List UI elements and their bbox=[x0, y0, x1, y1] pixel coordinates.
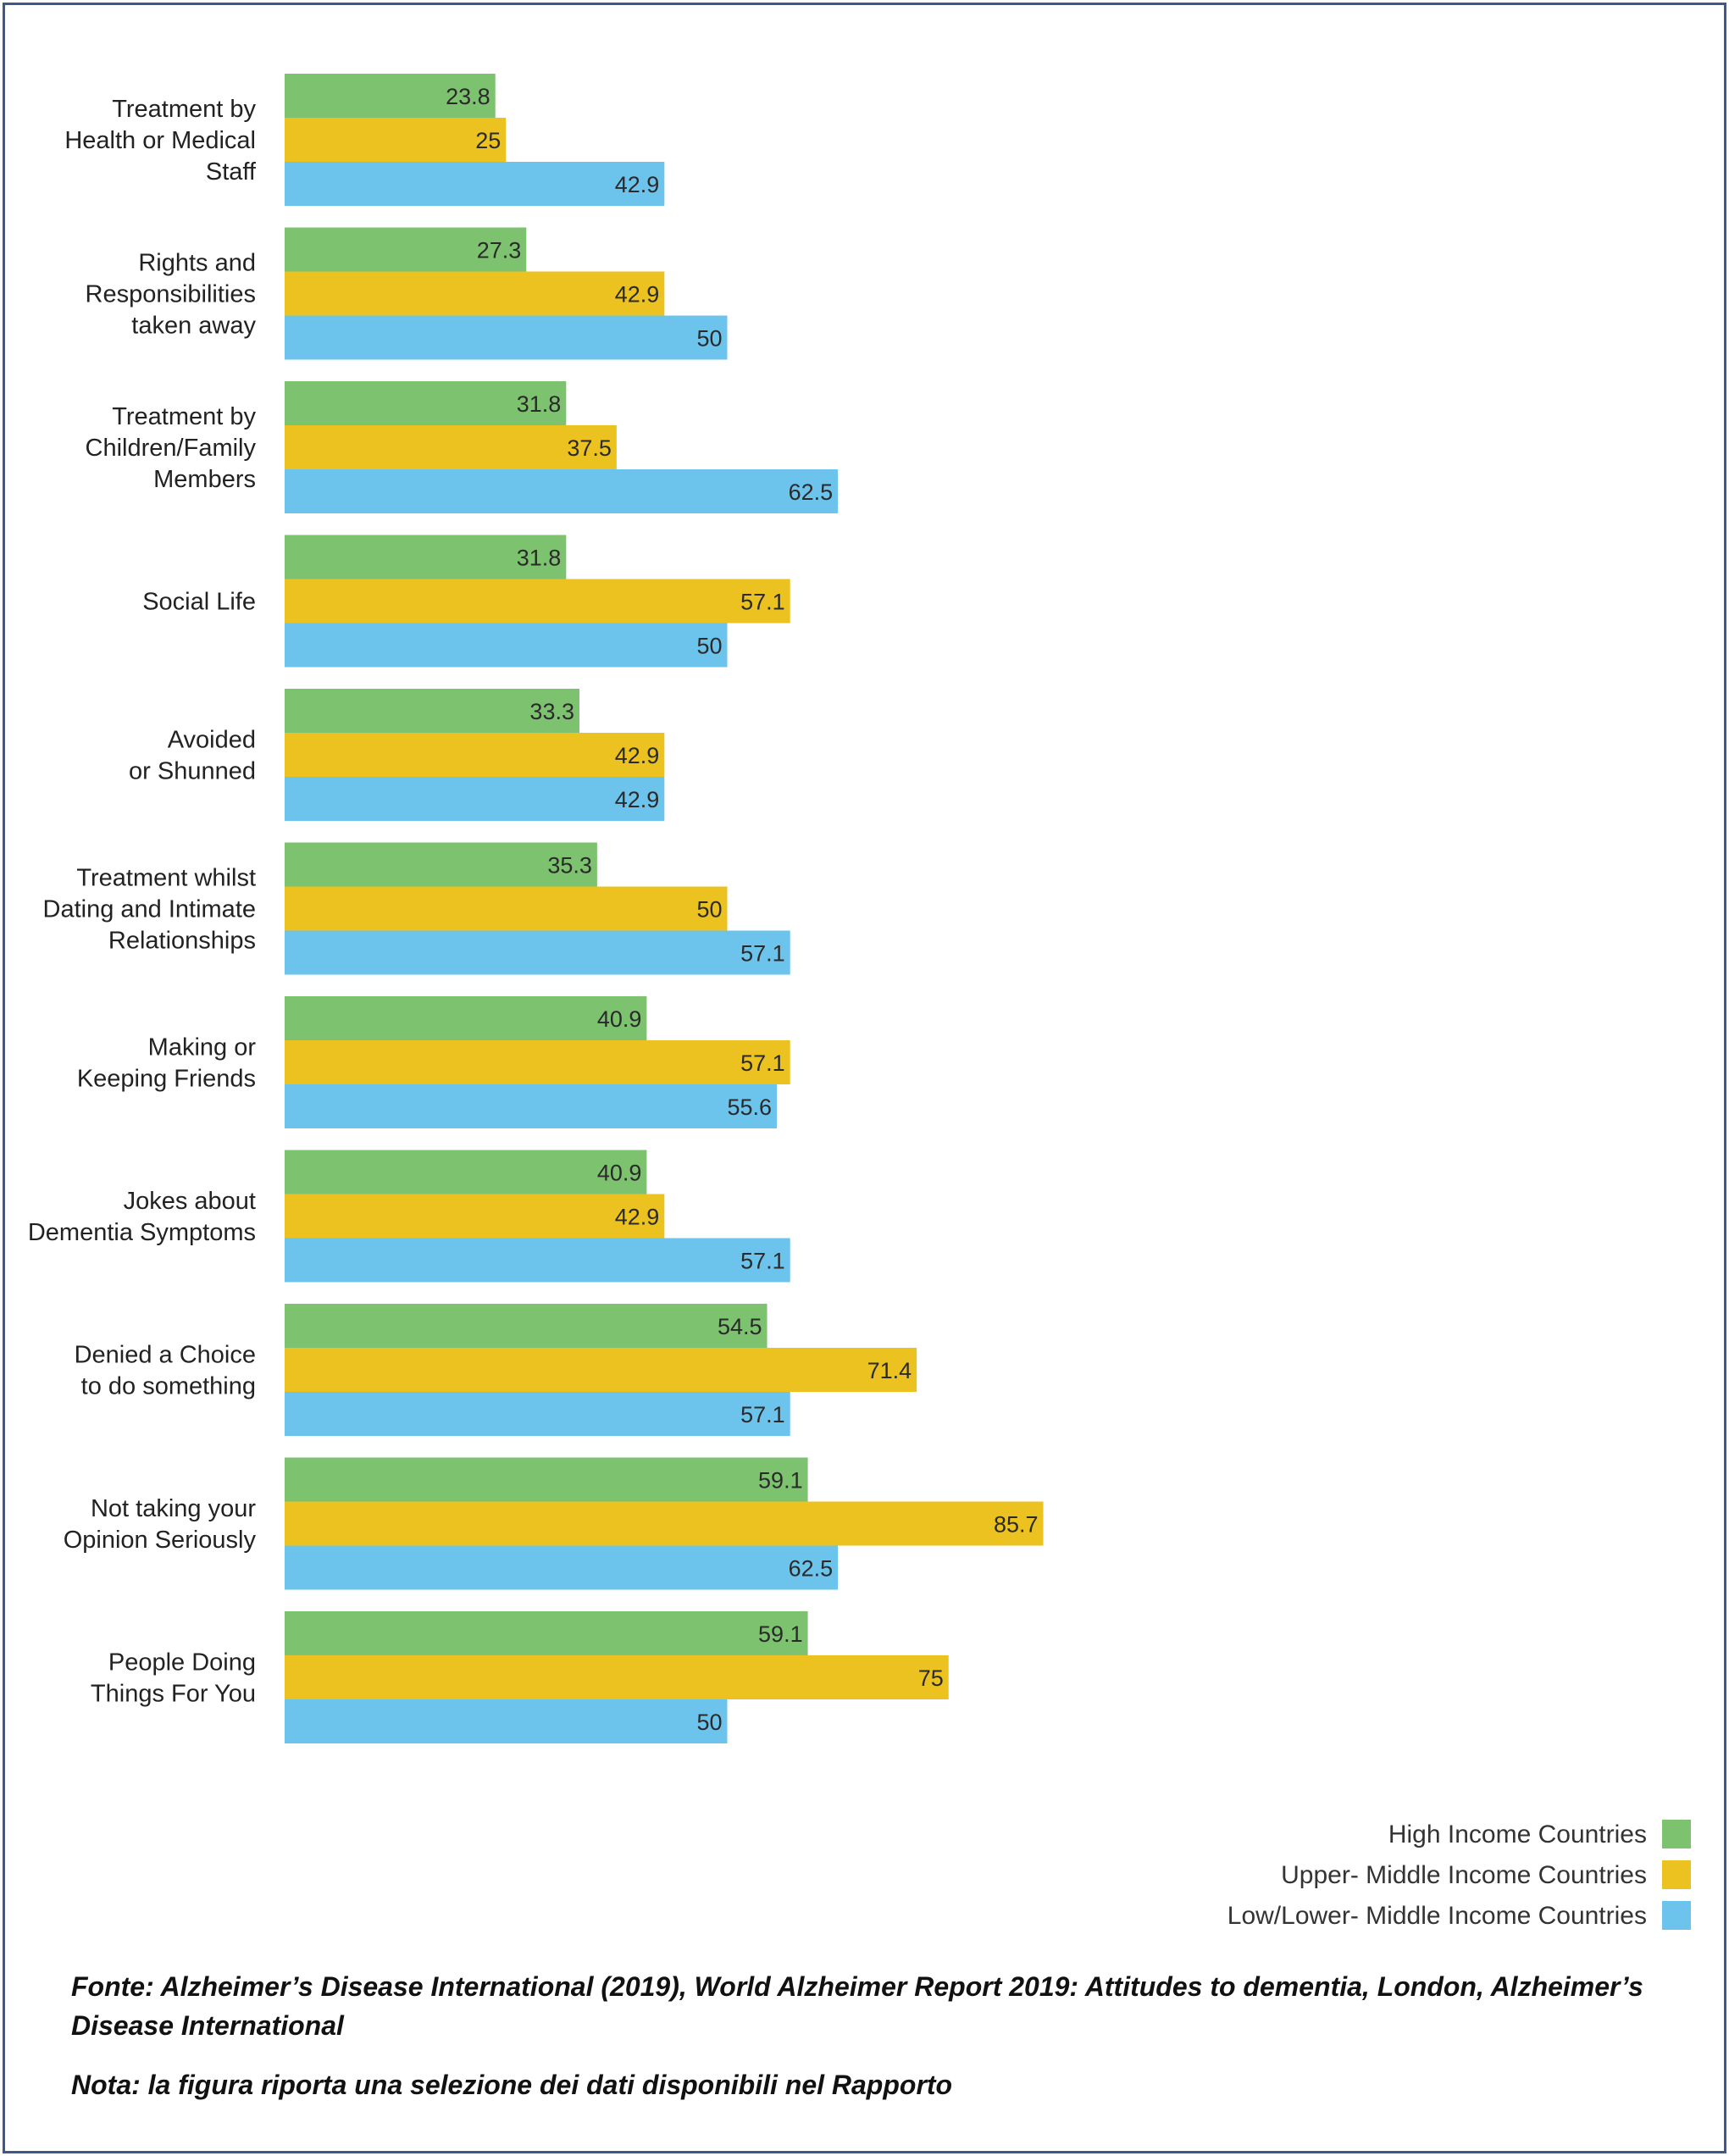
category-label: Avoided or Shunned bbox=[129, 727, 256, 785]
note-text: Nota: la figura riporta una selezione de… bbox=[71, 2070, 953, 2100]
bar-1-6 bbox=[285, 842, 597, 887]
bar-3-2 bbox=[285, 315, 728, 360]
legend-swatch bbox=[1662, 1860, 1691, 1889]
bar-chart: 23.82542.927.342.95031.837.562.531.857.1… bbox=[28, 74, 1691, 1930]
bar-2-7 bbox=[285, 1040, 790, 1084]
bar-3-6 bbox=[285, 930, 790, 975]
bar-2-10 bbox=[285, 1501, 1044, 1546]
bar-2-2 bbox=[285, 271, 665, 316]
data-label: 50 bbox=[696, 897, 722, 923]
data-label: 62.5 bbox=[789, 1556, 834, 1582]
category-label: People Doing Things For You bbox=[91, 1649, 256, 1708]
data-label: 31.8 bbox=[517, 546, 562, 571]
bar-3-11 bbox=[285, 1699, 728, 1743]
data-label: 33.3 bbox=[529, 699, 574, 724]
data-label: 57.1 bbox=[740, 941, 785, 967]
data-label: 42.9 bbox=[615, 743, 660, 768]
legend-label: Low/Lower- Middle Income Countries bbox=[1227, 1902, 1647, 1930]
data-label: 35.3 bbox=[547, 853, 592, 878]
bar-1-10 bbox=[285, 1457, 808, 1502]
bar-1-11 bbox=[285, 1611, 808, 1655]
bar-2-6 bbox=[285, 886, 728, 931]
bar-1-5 bbox=[285, 689, 579, 733]
legend-swatch bbox=[1662, 1820, 1691, 1848]
data-label: 62.5 bbox=[789, 479, 834, 505]
bar-1-4 bbox=[285, 535, 567, 579]
data-label: 40.9 bbox=[597, 1006, 642, 1032]
category-label: Denied a Choice to do something bbox=[75, 1342, 256, 1400]
bar-2-3 bbox=[285, 425, 617, 469]
source-text: Fonte: Alzheimer’s Disease International… bbox=[71, 1971, 1643, 2041]
bar-3-4 bbox=[285, 623, 728, 668]
data-label: 25 bbox=[475, 128, 501, 153]
bar-1-7 bbox=[285, 996, 647, 1040]
data-label: 42.9 bbox=[615, 282, 660, 308]
category-label: Not taking your Opinion Seriously bbox=[64, 1495, 257, 1554]
bar-1-8 bbox=[285, 1150, 647, 1194]
category-labels: Treatment by Health or Medical Staff Rights… bbox=[28, 96, 257, 1708]
category-label: Social Life bbox=[142, 589, 256, 616]
category-label: Jokes about Dementia Symptoms bbox=[28, 1188, 256, 1246]
data-label: 55.6 bbox=[727, 1095, 772, 1120]
category-label: Making or Keeping Friends bbox=[77, 1034, 257, 1093]
data-label: 59.1 bbox=[758, 1621, 803, 1647]
bar-3-9 bbox=[285, 1392, 790, 1436]
data-label: 31.8 bbox=[517, 391, 562, 417]
data-label: 57.1 bbox=[740, 1050, 785, 1076]
data-label: 57.1 bbox=[740, 1402, 785, 1427]
category-label: Treatment whilst Dating and Intimate Relat… bbox=[43, 865, 256, 955]
data-label: 23.8 bbox=[446, 84, 490, 109]
data-label: 54.5 bbox=[718, 1314, 762, 1339]
bar-3-8 bbox=[285, 1238, 790, 1283]
legend-swatch bbox=[1662, 1901, 1691, 1930]
bar-3-5 bbox=[285, 777, 665, 821]
legend: High Income Countries Upper- Middle Incom… bbox=[1227, 1820, 1691, 1930]
legend-label: Upper- Middle Income Countries bbox=[1281, 1861, 1647, 1889]
bar-1-2 bbox=[285, 227, 527, 272]
data-label: 42.9 bbox=[615, 172, 660, 197]
bar-2-1 bbox=[285, 118, 507, 162]
bars-layer: 23.82542.927.342.95031.837.562.531.857.1… bbox=[285, 74, 1044, 1743]
data-label: 27.3 bbox=[477, 238, 522, 263]
bar-3-1 bbox=[285, 162, 665, 206]
bar-1-3 bbox=[285, 381, 567, 425]
bar-2-11 bbox=[285, 1655, 949, 1699]
data-label: 50 bbox=[696, 634, 722, 659]
data-label: 75 bbox=[918, 1665, 944, 1691]
data-label: 50 bbox=[696, 1710, 722, 1735]
caption: Fonte: Alzheimer’s Disease International… bbox=[71, 1967, 1681, 2104]
data-label: 37.5 bbox=[567, 435, 612, 461]
bar-2-5 bbox=[285, 733, 665, 777]
data-label: 40.9 bbox=[597, 1161, 642, 1186]
bar-1-1 bbox=[285, 74, 496, 118]
data-label: 57.1 bbox=[740, 590, 785, 615]
data-label: 42.9 bbox=[615, 1205, 660, 1230]
data-label: 71.4 bbox=[867, 1358, 912, 1383]
data-label: 42.9 bbox=[615, 787, 660, 812]
data-label: 85.7 bbox=[994, 1512, 1039, 1538]
data-label: 50 bbox=[696, 326, 722, 352]
bar-2-8 bbox=[285, 1194, 665, 1239]
bar-2-9 bbox=[285, 1348, 917, 1392]
data-label: 57.1 bbox=[740, 1249, 785, 1274]
legend-label: High Income Countries bbox=[1388, 1821, 1647, 1848]
bar-3-3 bbox=[285, 469, 839, 513]
bar-2-4 bbox=[285, 579, 790, 624]
category-label: Treatment by Health or Medical Staff bbox=[64, 96, 257, 186]
category-label: Rights and Responsibilities taken away bbox=[86, 250, 257, 340]
bar-1-9 bbox=[285, 1304, 768, 1348]
bar-3-7 bbox=[285, 1084, 778, 1128]
data-label: 59.1 bbox=[758, 1468, 803, 1494]
category-label: Treatment by Children/Family Members bbox=[86, 403, 257, 493]
bar-3-10 bbox=[285, 1545, 839, 1590]
